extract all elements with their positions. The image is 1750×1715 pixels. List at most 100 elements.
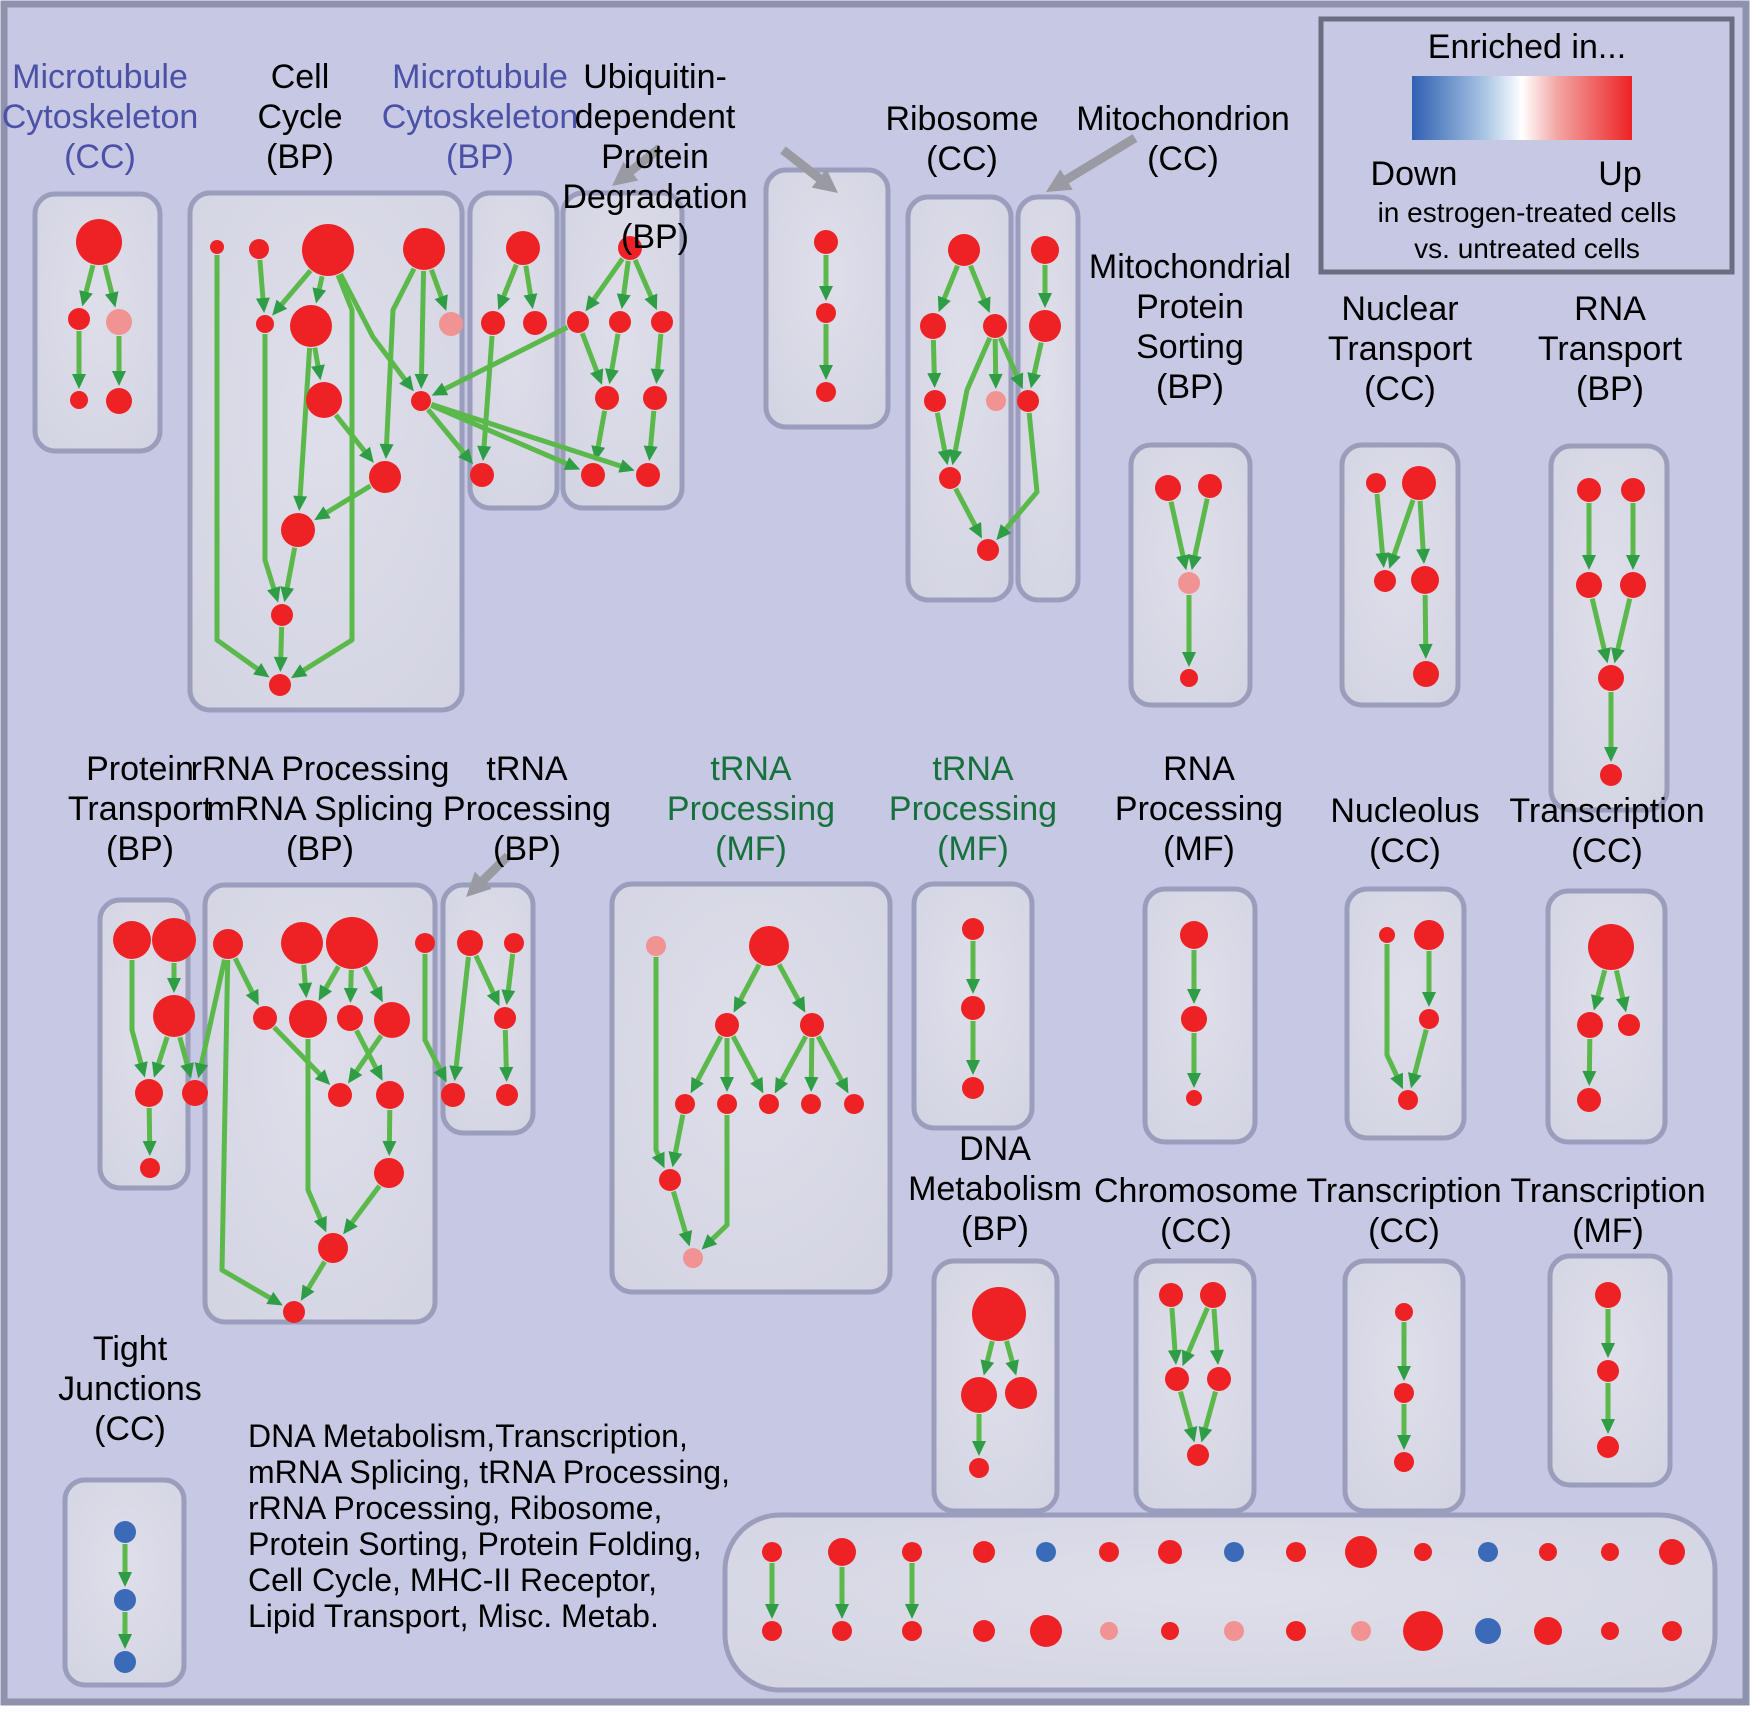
edge-r3-r6 bbox=[952, 336, 993, 453]
arrowhead-c3-c13 bbox=[291, 664, 308, 679]
arrowhead-u2-u5 bbox=[590, 368, 604, 385]
node-t4 bbox=[135, 1079, 163, 1107]
node-mb1 bbox=[481, 311, 505, 335]
node-r3 bbox=[983, 314, 1007, 338]
arrowhead-m2-rx bbox=[1027, 372, 1042, 389]
node-mbm3 bbox=[973, 1620, 995, 1642]
node-mt8 bbox=[1286, 1542, 1306, 1562]
cluster-label-10-line-2: (BP) bbox=[286, 830, 354, 868]
cluster-label-5-line-1: (CC) bbox=[1147, 140, 1219, 178]
arrowhead-c3-c5 bbox=[312, 287, 327, 304]
node-p3 bbox=[1178, 572, 1200, 594]
cluster-label-20-line-0: Transcription bbox=[1510, 1172, 1705, 1210]
node-mbm12 bbox=[1534, 1617, 1562, 1645]
arrowhead-c6-c12 bbox=[267, 586, 281, 603]
nodes bbox=[68, 219, 1685, 1673]
edge-q4-q5 bbox=[1615, 598, 1633, 652]
arrowhead-a1-a3 bbox=[104, 291, 119, 308]
node-c3 bbox=[302, 224, 354, 276]
edge-g4-g8 bbox=[808, 1037, 815, 1080]
arrowhead-c10-c11 bbox=[314, 506, 331, 521]
arrowhead-rC-rG bbox=[343, 987, 358, 1004]
edge-d1-d3 bbox=[1004, 1340, 1016, 1364]
cluster-label-11-line-0: tRNA bbox=[486, 750, 568, 788]
arrowhead-e2-e4 bbox=[1209, 1349, 1224, 1366]
node-p1 bbox=[1155, 475, 1181, 501]
legend-gradient-bar bbox=[1412, 76, 1632, 140]
node-e4 bbox=[1207, 1367, 1231, 1391]
node-g6 bbox=[717, 1094, 737, 1114]
node-g3 bbox=[715, 1013, 739, 1037]
cluster-label-10-line-1: mRNA Splicing bbox=[207, 790, 434, 828]
legend-down-label: Down bbox=[1371, 155, 1458, 193]
arrowhead-k1-k2 bbox=[1591, 994, 1605, 1011]
node-t6 bbox=[140, 1158, 160, 1178]
node-c8 bbox=[306, 382, 342, 418]
cluster-label-1-line-1: Cycle bbox=[257, 98, 342, 136]
cluster-label-6-line-0: Mitochondrial bbox=[1089, 248, 1291, 286]
arrowhead-g1-g10 bbox=[651, 1151, 665, 1169]
cluster-label-14-line-1: Processing bbox=[1115, 790, 1283, 828]
node-s1 bbox=[457, 930, 483, 956]
node-j4 bbox=[1398, 1090, 1418, 1110]
arrowhead-rA-rR bbox=[266, 1291, 283, 1306]
arrowhead-x2-x3 bbox=[118, 1634, 132, 1649]
arrowhead-j1-j4 bbox=[1390, 1072, 1403, 1090]
node-rP bbox=[374, 1158, 404, 1188]
edge-rC-rH bbox=[362, 965, 380, 992]
edge-u2-u5 bbox=[579, 332, 600, 374]
gray-arrow-line-3 bbox=[478, 852, 512, 885]
arrowhead-a3-a5 bbox=[112, 371, 126, 386]
node-q3 bbox=[1576, 572, 1602, 598]
cluster-label-9-line-0: Protein bbox=[86, 750, 194, 788]
edge-rE-rI bbox=[272, 1025, 323, 1078]
edge-e2-e3 bbox=[1185, 1306, 1210, 1356]
cluster-label-12-line-1: Processing bbox=[667, 790, 835, 828]
edge-c6-c12 bbox=[262, 334, 277, 591]
edge-r2-r4 bbox=[930, 339, 937, 376]
node-g11 bbox=[683, 1248, 703, 1268]
edge-c4-c9 bbox=[418, 270, 427, 377]
node-k3 bbox=[1618, 1014, 1640, 1036]
cross-edge-u2-c9 bbox=[442, 325, 569, 392]
cluster-label-0-line-2: (CC) bbox=[64, 138, 136, 176]
node-c6 bbox=[256, 315, 274, 333]
cluster-label-1-line-2: (BP) bbox=[266, 138, 334, 176]
node-g9 bbox=[844, 1094, 864, 1114]
arrowhead-r1-r3 bbox=[977, 296, 991, 314]
node-mt13 bbox=[1601, 1543, 1619, 1561]
arrowhead-j2-j3 bbox=[1422, 992, 1436, 1007]
arrowhead-c5-c11 bbox=[293, 495, 308, 512]
edge-a1-a3 bbox=[102, 264, 115, 296]
cluster-label-6-line-2: Sorting bbox=[1136, 328, 1244, 366]
node-a3 bbox=[106, 309, 132, 335]
arrowhead-g2-g4 bbox=[791, 996, 806, 1013]
cluster-box-nucleolus-cc bbox=[1344, 886, 1467, 1141]
node-mbm11 bbox=[1475, 1618, 1501, 1644]
node-q5 bbox=[1598, 665, 1624, 691]
arrowhead-c9-mb3 bbox=[458, 448, 474, 465]
arrowhead-t3-t5 bbox=[180, 1062, 194, 1079]
arrowhead-s1-s4 bbox=[449, 1065, 464, 1082]
edge-n2-n4 bbox=[1417, 500, 1426, 552]
node-mb2 bbox=[523, 311, 547, 335]
edge-t3-t4 bbox=[155, 1036, 170, 1067]
cluster-label-3-line-3: Degradation bbox=[562, 178, 747, 216]
cluster-label-2-line-0: Microtubule bbox=[392, 58, 568, 96]
arrowhead-rC-rF bbox=[318, 984, 333, 1001]
arrowhead-c8-c10 bbox=[359, 446, 374, 463]
edge-r4-r6 bbox=[934, 412, 948, 453]
cluster-label-21-line-1: Junctions bbox=[58, 1370, 202, 1408]
edge-r6-r7 bbox=[953, 487, 979, 529]
node-rB bbox=[281, 922, 323, 964]
arrowhead-p1-p3 bbox=[1176, 554, 1190, 571]
cluster-label-17-line-2: (BP) bbox=[961, 1210, 1029, 1248]
cluster-label-21-line-2: (CC) bbox=[94, 1410, 166, 1448]
cluster-label-17-line-1: Metabolism bbox=[908, 1170, 1082, 1208]
legend-box bbox=[1318, 16, 1735, 275]
node-u3 bbox=[609, 311, 631, 333]
node-mt7 bbox=[1224, 1542, 1244, 1562]
cluster-label-16-line-1: (CC) bbox=[1571, 832, 1643, 870]
node-mt4 bbox=[1036, 1542, 1056, 1562]
edge-rP-rQ bbox=[348, 1184, 382, 1226]
